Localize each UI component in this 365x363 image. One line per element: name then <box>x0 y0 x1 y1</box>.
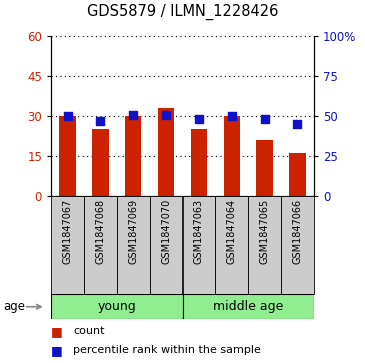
Text: age: age <box>4 300 26 313</box>
Bar <box>248 196 281 294</box>
Bar <box>84 196 117 294</box>
Bar <box>215 196 248 294</box>
Text: GSM1847070: GSM1847070 <box>161 199 171 264</box>
Bar <box>150 196 182 294</box>
Bar <box>158 108 174 196</box>
Point <box>130 112 136 118</box>
Text: GSM1847068: GSM1847068 <box>95 199 105 264</box>
Bar <box>125 116 142 196</box>
Text: GSM1847067: GSM1847067 <box>62 199 73 264</box>
Point <box>97 118 103 124</box>
Text: percentile rank within the sample: percentile rank within the sample <box>73 345 261 355</box>
Bar <box>117 196 150 294</box>
Point <box>196 117 202 122</box>
Text: ■: ■ <box>51 325 63 338</box>
Text: GSM1847063: GSM1847063 <box>194 199 204 264</box>
Bar <box>182 294 314 319</box>
Point <box>163 112 169 118</box>
Bar <box>191 130 207 196</box>
Bar <box>51 294 182 319</box>
Text: GDS5879 / ILMN_1228426: GDS5879 / ILMN_1228426 <box>87 4 278 20</box>
Point <box>229 113 235 119</box>
Point <box>65 113 70 119</box>
Bar <box>59 116 76 196</box>
Bar <box>223 116 240 196</box>
Text: ■: ■ <box>51 344 63 357</box>
Bar <box>281 196 314 294</box>
Bar <box>92 130 109 196</box>
Text: GSM1847065: GSM1847065 <box>260 199 270 264</box>
Text: middle age: middle age <box>213 300 283 313</box>
Bar <box>289 154 306 196</box>
Point <box>262 117 268 122</box>
Bar <box>256 140 273 196</box>
Point <box>295 121 300 127</box>
Text: young: young <box>97 300 136 313</box>
Bar <box>51 196 84 294</box>
Text: GSM1847069: GSM1847069 <box>128 199 138 264</box>
Text: GSM1847064: GSM1847064 <box>227 199 237 264</box>
Text: GSM1847066: GSM1847066 <box>292 199 303 264</box>
Text: count: count <box>73 326 104 336</box>
Bar <box>182 196 215 294</box>
